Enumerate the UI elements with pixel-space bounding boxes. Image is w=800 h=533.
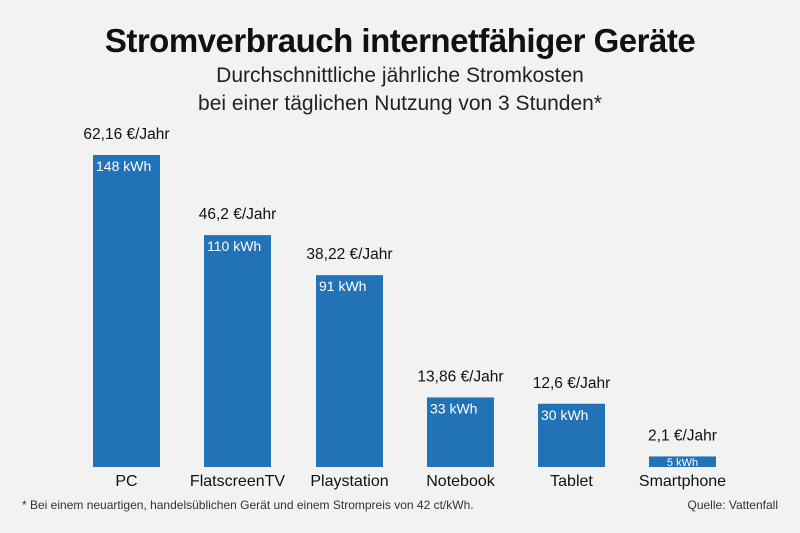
source: Quelle: Vattenfall — [687, 498, 779, 512]
cost-label: 13,86 €/Jahr — [417, 368, 503, 385]
cost-label: 62,16 €/Jahr — [83, 126, 169, 143]
category-label: PC — [115, 473, 137, 490]
value-label: 148 kWh — [96, 158, 151, 174]
bar-tablet — [538, 403, 605, 467]
bar-pc — [93, 155, 160, 467]
cost-label: 46,2 €/Jahr — [199, 206, 277, 223]
cost-label: 38,22 €/Jahr — [306, 246, 392, 263]
value-label: 110 kWh — [207, 238, 261, 254]
bar-notebook — [427, 397, 494, 467]
bar-smartphone — [649, 456, 716, 467]
category-label: Playstation — [310, 473, 388, 490]
bar-flatscreentv — [204, 235, 271, 467]
bar-playstation — [316, 275, 383, 467]
category-label: Notebook — [426, 473, 495, 490]
value-label: 33 kWh — [430, 400, 477, 416]
subtitle-line-2: bei einer täglichen Nutzung von 3 Stunde… — [198, 92, 602, 115]
cost-label: 2,1 €/Jahr — [648, 427, 717, 444]
cost-label: 12,6 €/Jahr — [533, 375, 611, 392]
value-label: 91 kWh — [319, 278, 366, 294]
category-label: FlatscreenTV — [190, 473, 285, 490]
chart-subtitle: Durchschnittliche jährliche Stromkosten … — [0, 62, 800, 118]
category-label: Tablet — [550, 473, 593, 490]
footnote: * Bei einem neuartigen, handelsüblichen … — [22, 498, 474, 512]
value-label: 30 kWh — [541, 407, 588, 423]
chart-title: Stromverbrauch internetfähiger Geräte — [104, 22, 696, 59]
category-label: Smartphone — [639, 473, 726, 490]
subtitle-line-1: Durchschnittliche jährliche Stromkosten — [216, 64, 584, 87]
value-label: 5 kWh — [667, 457, 698, 469]
